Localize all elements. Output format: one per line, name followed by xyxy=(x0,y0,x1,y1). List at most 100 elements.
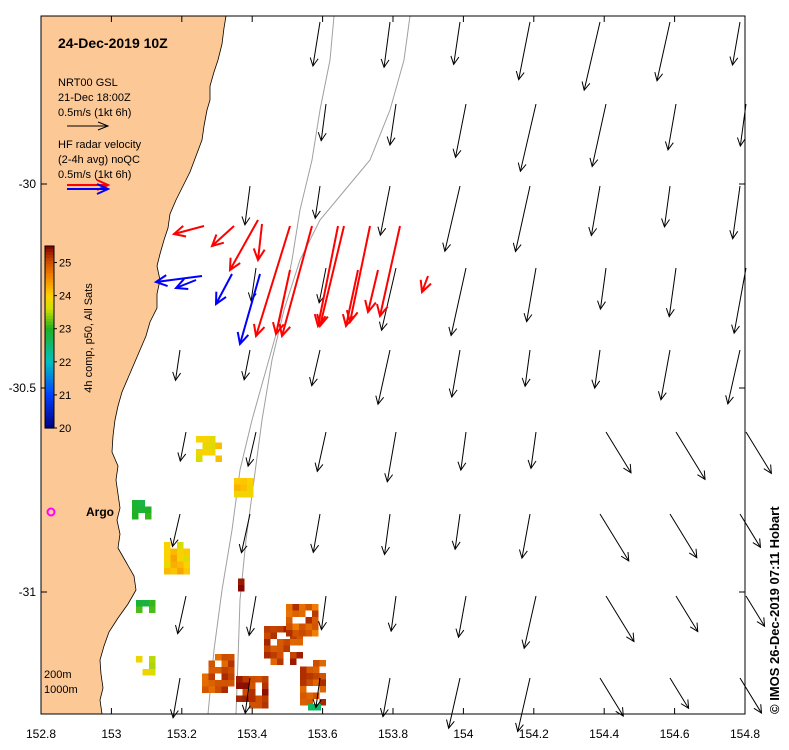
arrow-head xyxy=(527,459,537,470)
arrow-head xyxy=(171,225,187,238)
sst-pixel xyxy=(149,662,156,669)
sst-pixel xyxy=(177,542,184,549)
arrow-head xyxy=(253,323,266,339)
colorbar: 25 24 23 22 21 20 xyxy=(44,245,71,435)
sst-pixel xyxy=(308,704,315,711)
sst-pixel xyxy=(313,692,320,699)
sst-pixel xyxy=(277,626,284,633)
colorbar-segment xyxy=(45,349,54,353)
arrow-shaft xyxy=(175,279,197,289)
colorbar-segment xyxy=(45,279,54,283)
sst-pixel xyxy=(292,610,299,617)
arrow-shaft xyxy=(318,267,327,303)
sst-pixel xyxy=(277,658,284,665)
arrow-head xyxy=(448,326,458,337)
x-axis: 152.8 153 153.2 153.4 153.6 153.8 154 154.2 154.… xyxy=(26,16,760,741)
colorbar-segment xyxy=(45,306,54,311)
model-vector xyxy=(517,103,537,173)
arrow-head xyxy=(665,308,675,318)
arrow-shaft xyxy=(523,595,537,649)
radar-vector-red xyxy=(341,269,359,329)
arrow-head xyxy=(450,55,460,66)
arrow-head xyxy=(753,704,763,715)
arrow-head xyxy=(615,707,624,717)
sst-pixel xyxy=(262,689,269,696)
colorbar-label: 4h comp, p50, All Sats xyxy=(83,283,95,393)
sst-pixel xyxy=(209,449,216,456)
arrow-head xyxy=(521,639,531,650)
sst-pixel xyxy=(221,680,228,687)
colorbar-segment xyxy=(45,373,54,378)
arrow-shaft xyxy=(320,595,327,630)
sst-pixel xyxy=(262,695,269,702)
arrow-shaft xyxy=(448,677,461,729)
model-vector xyxy=(245,431,257,468)
sst-pixel xyxy=(247,491,254,498)
model-time: 21-Dec 18:00Z xyxy=(58,92,131,104)
sst-pixel xyxy=(215,442,222,449)
sst-pixel xyxy=(305,604,312,611)
colorbar-segment xyxy=(45,400,54,405)
colorbar-segment xyxy=(45,282,54,287)
model-vector xyxy=(512,185,531,253)
sst-pixel xyxy=(136,656,143,663)
radar-vector-blue xyxy=(173,278,197,291)
colorbar-segment xyxy=(45,309,54,314)
sst-pixel xyxy=(306,692,313,699)
sst-pixel xyxy=(208,686,215,693)
sst-pixel xyxy=(177,548,184,555)
sst-pixel xyxy=(164,555,171,562)
colorbar-segment xyxy=(45,403,54,408)
land-coastline xyxy=(40,15,227,715)
sst-pixel xyxy=(264,652,271,659)
arrow-shaft xyxy=(173,225,205,235)
sst-pixel xyxy=(183,561,190,568)
sst-pixel xyxy=(300,699,307,706)
colorbar-tick-label: 21 xyxy=(59,390,71,402)
sst-pixel xyxy=(142,600,149,607)
arrow-head xyxy=(376,303,389,319)
model-vector xyxy=(170,677,181,719)
model-vector xyxy=(309,21,321,68)
arrow-head xyxy=(729,56,739,67)
colorbar-segment xyxy=(45,361,54,365)
arrow-head xyxy=(364,299,377,315)
sst-pixel xyxy=(145,513,152,520)
arrow-shaft xyxy=(172,677,181,718)
sst-pixel xyxy=(208,680,215,687)
sst-pixel xyxy=(221,686,228,693)
radar-vector-red xyxy=(316,225,345,329)
colorbar-segment xyxy=(45,343,54,347)
model-vector xyxy=(523,267,537,323)
sst-pixel xyxy=(209,436,216,443)
sst-pixel xyxy=(164,568,171,575)
sst-pixel xyxy=(262,676,269,683)
model-vector xyxy=(739,677,763,715)
model-vector xyxy=(241,677,251,715)
arrow-shaft xyxy=(530,431,537,469)
arrow-head xyxy=(375,395,385,406)
sst-pixel xyxy=(255,695,262,702)
model-vector xyxy=(317,103,327,142)
model-vector xyxy=(452,103,467,159)
colorbar-segment xyxy=(45,318,54,323)
arrow-head xyxy=(169,537,179,548)
sst-pixel xyxy=(149,606,156,613)
arrow-shaft xyxy=(314,185,321,219)
sst-pixel xyxy=(228,667,235,674)
sst-pixel xyxy=(132,506,139,513)
model-vector xyxy=(661,185,671,229)
sst-pixel xyxy=(249,689,256,696)
model-vector xyxy=(729,185,741,240)
model-vector xyxy=(380,21,391,69)
arrow-shaft xyxy=(526,267,537,322)
model-vector xyxy=(521,349,531,388)
model-vector xyxy=(669,677,690,710)
arrow-shaft xyxy=(669,677,690,709)
arrow-shaft xyxy=(345,269,359,327)
sst-pixel xyxy=(290,639,297,646)
arrow-head xyxy=(452,148,462,159)
model-vector xyxy=(675,431,706,481)
model-vector xyxy=(605,431,632,474)
sst-pixel xyxy=(319,679,326,686)
